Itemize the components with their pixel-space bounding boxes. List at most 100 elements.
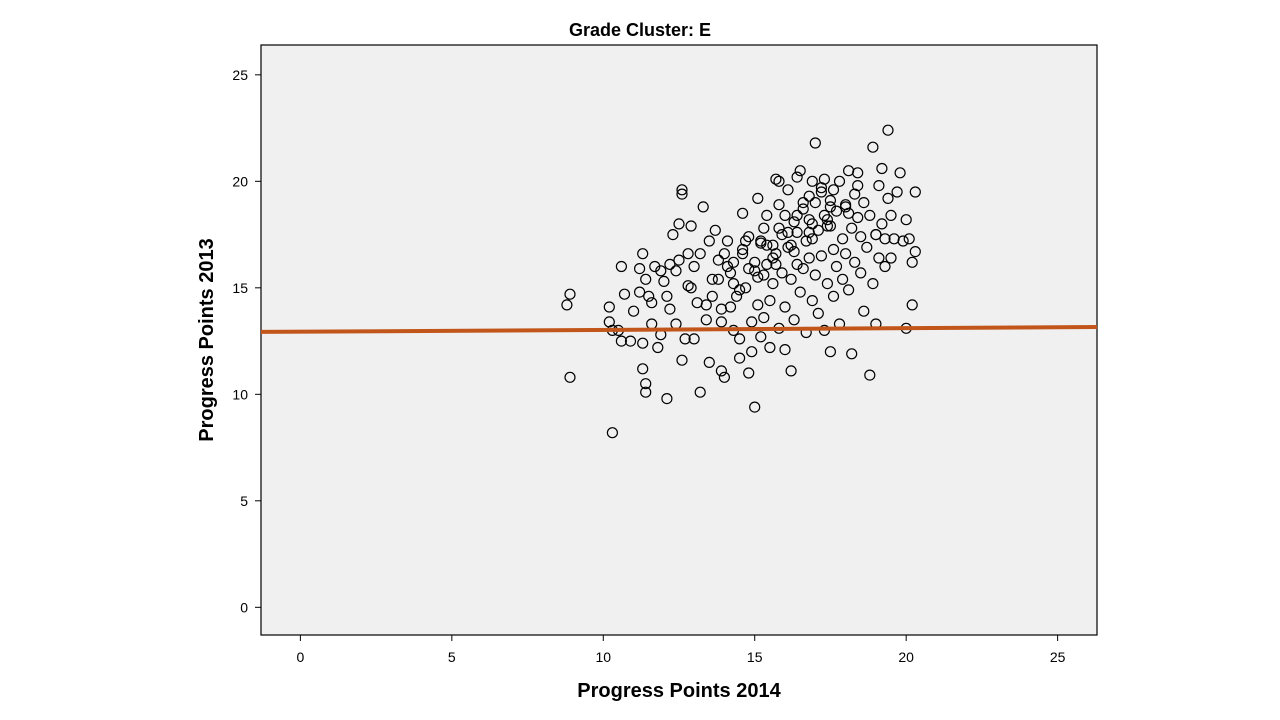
data-point <box>682 280 694 292</box>
data-point <box>749 401 761 413</box>
data-point <box>821 220 834 232</box>
x-tick-label: 20 <box>898 649 914 665</box>
data-point <box>827 290 840 302</box>
data-point <box>876 162 888 175</box>
data-point <box>879 233 891 245</box>
data-point <box>624 335 637 347</box>
data-point <box>906 299 918 311</box>
data-point <box>655 265 667 277</box>
data-point <box>836 273 849 285</box>
data-point <box>852 211 864 224</box>
data-point <box>897 235 909 247</box>
data-point <box>721 235 734 247</box>
data-point <box>833 175 846 187</box>
data-point <box>770 173 782 185</box>
data-point <box>776 229 788 241</box>
data-point <box>797 263 809 275</box>
data-point <box>785 239 797 251</box>
data-point <box>858 197 870 209</box>
data-point <box>633 263 646 275</box>
data-point <box>688 260 700 273</box>
data-point <box>615 335 628 347</box>
data-point <box>812 307 824 319</box>
data-point <box>764 341 776 354</box>
data-point <box>803 214 815 226</box>
data-point <box>688 333 700 345</box>
data-point <box>806 233 818 245</box>
data-point <box>676 184 688 196</box>
data-point <box>640 378 652 390</box>
data-point <box>861 241 873 253</box>
data-point <box>785 365 797 377</box>
data-point <box>712 273 725 285</box>
data-point <box>770 258 782 270</box>
data-point <box>846 222 858 234</box>
data-point <box>803 226 815 238</box>
data-point <box>761 209 773 221</box>
data-point <box>791 258 803 270</box>
data-point <box>718 371 731 383</box>
data-point <box>788 314 800 326</box>
data-point <box>827 243 840 256</box>
data-point <box>658 275 670 287</box>
data-point <box>797 197 809 209</box>
y-axis-label: Progress Points 2013 <box>196 238 218 441</box>
data-point <box>730 290 743 302</box>
data-point <box>706 273 718 285</box>
data-point <box>746 346 758 358</box>
data-point <box>809 197 821 209</box>
data-point <box>739 282 752 294</box>
x-tick-label: 15 <box>747 649 763 665</box>
data-points <box>561 124 921 439</box>
data-point <box>618 288 631 300</box>
data-point <box>867 278 879 290</box>
data-point <box>697 201 709 213</box>
data-point <box>715 316 728 328</box>
data-point <box>561 299 573 311</box>
data-point <box>824 220 837 232</box>
data-point <box>903 233 915 245</box>
data-point <box>791 209 803 221</box>
data-point <box>852 180 864 192</box>
data-point <box>879 260 891 273</box>
data-point <box>685 220 697 232</box>
data-point <box>706 290 718 302</box>
data-point <box>615 260 628 273</box>
data-point <box>876 218 888 230</box>
data-point <box>727 256 740 268</box>
data-point <box>791 171 803 183</box>
data-point <box>794 165 806 177</box>
data-point <box>842 207 855 219</box>
data-point <box>824 201 837 213</box>
data-point <box>776 267 788 279</box>
data-point <box>806 295 818 307</box>
data-point <box>694 386 706 398</box>
data-point <box>718 248 731 260</box>
x-tick-label: 10 <box>595 649 611 665</box>
data-point <box>842 284 855 296</box>
data-point <box>661 290 673 302</box>
data-point <box>855 267 867 279</box>
data-point <box>633 286 646 298</box>
data-point <box>855 231 867 243</box>
data-point <box>664 258 676 270</box>
data-point <box>788 246 800 258</box>
data-point <box>564 288 576 300</box>
data-point <box>809 269 821 281</box>
data-point <box>779 209 791 221</box>
x-tick-label: 5 <box>448 649 456 665</box>
data-point <box>694 248 706 260</box>
data-point <box>709 224 721 236</box>
data-point <box>603 301 615 313</box>
data-point <box>767 278 779 290</box>
data-point <box>909 186 921 198</box>
data-point <box>627 305 640 317</box>
data-point <box>646 297 658 309</box>
data-point <box>703 356 715 368</box>
data-point <box>782 226 794 238</box>
data-point <box>836 233 849 245</box>
y-tick-label: 10 <box>232 386 248 402</box>
data-point <box>779 301 791 313</box>
data-point <box>773 222 785 234</box>
data-point <box>821 278 834 290</box>
